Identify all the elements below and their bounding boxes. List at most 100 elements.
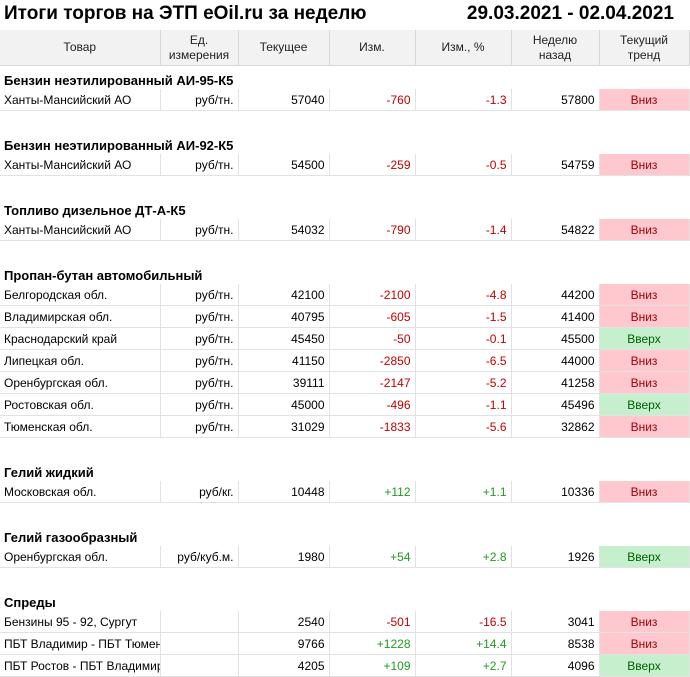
- cell-change-pct: +2.8: [415, 546, 512, 568]
- cell-product: Тюменская обл.: [0, 415, 161, 438]
- cell-change: +54: [329, 546, 416, 568]
- cell-change: -2100: [329, 284, 416, 306]
- report-title: Итоги торгов на ЭТП eOil.ru за неделю: [4, 3, 367, 24]
- column-header-change: Изм.: [329, 30, 416, 66]
- cell-week-ago: 54759: [511, 154, 600, 176]
- section-spacer: [0, 176, 689, 197]
- trading-results-table: Товар Ед. измерения Текущее Изм. Изм., % Недел…: [0, 30, 690, 677]
- cell-week-ago: 4096: [511, 654, 600, 677]
- section-header-row: Бензин неэтилированный АИ-95-К5: [0, 66, 689, 90]
- cell-change: -760: [329, 89, 416, 111]
- table-header-row: Товар Ед. измерения Текущее Изм. Изм., % Недел…: [0, 30, 690, 66]
- column-header-line: Текущее: [259, 40, 308, 54]
- spacer-cell: [0, 241, 689, 262]
- section-header-row: Гелий жидкий: [0, 458, 689, 481]
- table-row: Оренбургская обл. руб/куб.м. 1980 +54 +2.8 19…: [0, 546, 690, 568]
- cell-unit: руб/тн.: [160, 327, 239, 350]
- cell-trend: Вниз: [599, 611, 690, 633]
- cell-trend: Вниз: [599, 349, 690, 372]
- section-title: Бензин неэтилированный АИ-95-К5: [4, 73, 234, 88]
- cell-change: -50: [329, 327, 416, 350]
- column-header-line: измерения: [168, 47, 230, 62]
- cell-current: 1980: [238, 546, 330, 568]
- section-title: Бензин неэтилированный АИ-92-К5: [4, 138, 234, 153]
- cell-week-ago: 57800: [511, 89, 600, 111]
- cell-product: ПБТ Ростов - ПБТ Владимир: [0, 654, 161, 677]
- section-header-row: Спреды: [0, 588, 689, 611]
- section-spacer: [0, 568, 689, 589]
- table-row: Московская обл. руб/кг. 10448 +112 +1.1 10336…: [0, 481, 690, 503]
- table-row: Оренбургская обл. руб/тн. 39111 -2147 -5.2 41…: [0, 371, 690, 394]
- cell-change-pct: -5.2: [415, 371, 512, 394]
- table-row: Ханты-Мансийский АО руб/тн. 54500 -259 -0.5 5…: [0, 154, 690, 176]
- cell-change-pct: -4.8: [415, 284, 512, 306]
- cell-change: +112: [329, 481, 416, 503]
- cell-change: -790: [329, 219, 416, 241]
- cell-unit: руб/тн.: [160, 284, 239, 306]
- cell-product: Краснодарский край: [0, 327, 161, 350]
- cell-current: 42100: [238, 284, 330, 306]
- cell-week-ago: 41400: [511, 305, 600, 328]
- cell-product: Владимирская обл.: [0, 305, 161, 328]
- cell-week-ago: 44000: [511, 349, 600, 372]
- column-header-line: Изм., %: [441, 40, 485, 54]
- cell-change: -2147: [329, 371, 416, 394]
- column-header-line: тренд: [627, 47, 661, 62]
- cell-week-ago: 1926: [511, 546, 600, 568]
- cell-unit: [160, 654, 239, 677]
- cell-change-pct: -0.1: [415, 327, 512, 350]
- cell-trend: Вниз: [599, 481, 690, 503]
- cell-change-pct: +14.4: [415, 632, 512, 655]
- column-header-line: Товар: [63, 40, 97, 54]
- table-row: Ростовская обл. руб/тн. 45000 -496 -1.1 45496…: [0, 393, 690, 416]
- section-title: Пропан-бутан автомобильный: [4, 268, 203, 283]
- column-header-line: назад: [538, 47, 572, 62]
- cell-change-pct: -1.5: [415, 305, 512, 328]
- cell-change-pct: -16.5: [415, 611, 512, 633]
- cell-unit: [160, 611, 239, 633]
- cell-unit: руб/куб.м.: [160, 546, 239, 568]
- spacer-cell: [0, 176, 689, 197]
- cell-change-pct: -5.6: [415, 415, 512, 438]
- table-row: Краснодарский край руб/тн. 45450 -50 -0.1 455…: [0, 327, 690, 350]
- cell-week-ago: 32862: [511, 415, 600, 438]
- cell-trend: Вниз: [599, 415, 690, 438]
- cell-change: -501: [329, 611, 416, 633]
- column-header-current: Текущее: [238, 30, 330, 66]
- cell-trend: Вверх: [599, 393, 690, 416]
- cell-current: 40795: [238, 305, 330, 328]
- cell-change-pct: -1.3: [415, 89, 512, 111]
- cell-unit: руб/тн.: [160, 415, 239, 438]
- cell-change: +1228: [329, 632, 416, 655]
- cell-trend: Вниз: [599, 89, 690, 111]
- cell-change: -1833: [329, 415, 416, 438]
- cell-current: 39111: [238, 371, 330, 394]
- column-header-line: Ед.: [189, 32, 209, 47]
- cell-trend: Вверх: [599, 327, 690, 350]
- cell-week-ago: 10336: [511, 481, 600, 503]
- cell-change-pct: +1.1: [415, 481, 512, 503]
- cell-trend: Вниз: [599, 284, 690, 306]
- cell-product: Ростовская обл.: [0, 393, 161, 416]
- cell-current: 41150: [238, 349, 330, 372]
- cell-change-pct: -1.4: [415, 219, 512, 241]
- table-row: Ханты-Мансийский АО руб/тн. 54032 -790 -1.4 5…: [0, 219, 690, 241]
- spacer-cell: [0, 568, 689, 589]
- section-title: Гелий газообразный: [4, 530, 138, 545]
- cell-trend: Вниз: [599, 371, 690, 394]
- cell-product: Бензины 95 - 92, Сургут: [0, 611, 161, 633]
- column-header-line: Неделю: [532, 32, 578, 47]
- section-header-row: Бензин неэтилированный АИ-92-К5: [0, 131, 689, 154]
- cell-trend: Вверх: [599, 546, 690, 568]
- cell-current: 54032: [238, 219, 330, 241]
- column-header-trend: Текущий тренд: [599, 30, 690, 66]
- section-header-row: Топливо дизельное ДТ-А-К5: [0, 196, 689, 219]
- cell-product: Ханты-Мансийский АО: [0, 89, 161, 111]
- table-row: ПБТ Владимир - ПБТ Тюмень 9766 +1228 +14.4 8…: [0, 632, 690, 655]
- cell-change: +109: [329, 654, 416, 677]
- cell-current: 4205: [238, 654, 330, 677]
- cell-current: 2540: [238, 611, 330, 633]
- cell-product: Оренбургская обл.: [0, 546, 161, 568]
- cell-unit: руб/тн.: [160, 89, 239, 111]
- column-header-change-pct: Изм., %: [415, 30, 512, 66]
